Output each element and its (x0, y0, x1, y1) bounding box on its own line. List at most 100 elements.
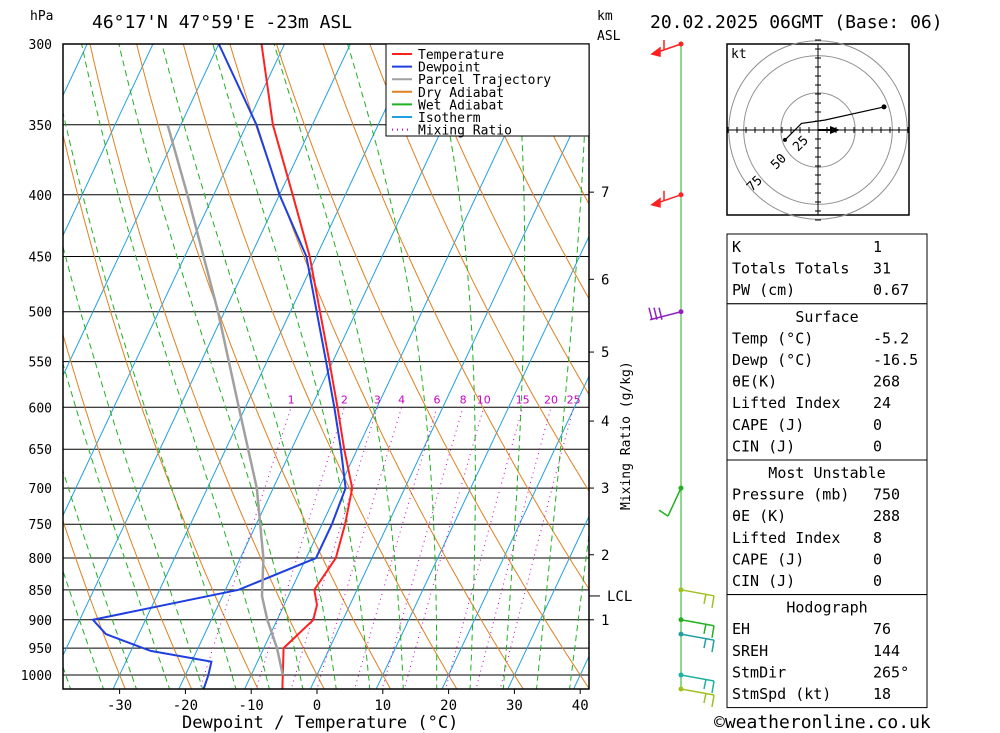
pressure-tick-label: 550 (29, 356, 52, 371)
legend-label: Mixing Ratio (418, 124, 512, 139)
copyright-text: ©weatheronline.co.uk (714, 712, 931, 733)
dry-adiabat-line (917, 26, 1000, 700)
axes: 3003504004505005506006507007508008509009… (21, 38, 589, 714)
hodograph-indices-label: EH (732, 620, 750, 638)
mixing-ratio-tick-label: 1 (288, 393, 295, 406)
surface-indices-value: -16.5 (873, 351, 918, 369)
wet-adiabat-line (81, 44, 270, 689)
pressure-tick-label: 900 (29, 614, 52, 629)
temp-tick-label: 10 (374, 698, 391, 714)
wind-barb-feather (703, 637, 707, 649)
most-unstable-indices-value: 288 (873, 507, 900, 525)
legend-label: Parcel Trajectory (418, 73, 551, 88)
wind-barb-feather (703, 678, 707, 690)
general-indices-label: Totals Totals (732, 260, 849, 278)
wind-barb (680, 688, 715, 708)
wind-barb-feather (711, 680, 715, 694)
hodograph-point (783, 137, 787, 142)
wind-barb-feather (648, 307, 653, 320)
wet-adiabat-line (63, 569, 105, 689)
most-unstable-indices-header: Most Unstable (768, 464, 885, 482)
mixing-ratio-axis-label: Mixing Ratio (g/kg) (619, 361, 634, 510)
mixing-ratio-line (199, 407, 292, 689)
wind-barb (658, 487, 682, 517)
isotherm-line (178, 44, 483, 689)
mixing-ratio-tick-label: 10 (477, 393, 491, 406)
dry-adiabat-line (275, 44, 589, 689)
general-indices-value: 1 (873, 238, 882, 256)
pressure-tick-label: 650 (29, 443, 52, 458)
dry-adiabat-line (182, 44, 458, 689)
dry-adiabat-line (63, 132, 259, 689)
mixing-ratio-tick-label: 15 (516, 393, 530, 406)
wind-barb (648, 307, 682, 321)
mixing-ratio-tick-label: 6 (434, 393, 441, 406)
general-indices-value: 31 (873, 260, 891, 278)
wet-adiabat-line (502, 44, 526, 689)
wind-barb-feather (658, 509, 669, 517)
wind-barb-feather (703, 692, 707, 704)
mixing-ratio-line (403, 407, 485, 689)
general-indices-value: 0.67 (873, 281, 909, 299)
mixing-ratio-line (445, 407, 524, 689)
most-unstable-indices-label: CAPE (J) (732, 550, 804, 568)
general-indices-label: K (732, 238, 741, 256)
wind-barb (650, 190, 682, 208)
dry-adiabat-line (63, 519, 126, 689)
mixing-ratio-line (255, 407, 345, 689)
hpa-unit-label: hPa (30, 9, 53, 24)
wet-adiabat-line (347, 44, 438, 689)
pressure-tick-label: 600 (29, 401, 52, 416)
mixing-ratio-line (475, 407, 552, 689)
date-title: 20.02.2025 06GMT (Base: 06) (650, 12, 943, 33)
mixing-ratio-tick-label: 4 (398, 393, 405, 406)
hodograph-indices-label: StmDir (732, 663, 786, 681)
legend-label: Temperature (418, 48, 504, 63)
x-axis-label: Dewpoint / Temperature (°C) (182, 713, 458, 733)
most-unstable-indices-box (726, 459, 928, 596)
mixing-ratio-line (354, 407, 438, 689)
general-indices-box (726, 233, 928, 305)
wet-adiabat-line (161, 44, 337, 689)
legend-label: Wet Adiabat (418, 98, 504, 113)
legend-label: Dry Adiabat (418, 86, 504, 101)
pressure-tick-label: 400 (29, 189, 52, 204)
isotherm-line (63, 44, 220, 377)
surface-indices-label: Dewp (°C) (732, 351, 813, 369)
pressure-tick-label: 450 (29, 251, 52, 266)
wind-barb-feather (703, 623, 707, 634)
wind-barb (680, 619, 715, 638)
hodograph-indices-label: SREH (732, 642, 768, 660)
dry-adiabat-line (322, 44, 589, 590)
wind-barb-feather (658, 307, 663, 320)
isotherm-line (63, 44, 154, 237)
surface-indices-label: CIN (J) (732, 437, 795, 455)
km-unit-label: km (597, 9, 613, 24)
hodograph-indices-header: Hodograph (786, 599, 867, 617)
mixing-ratio-line (290, 407, 378, 689)
temp-tick-label: 20 (440, 698, 457, 714)
hodograph-indices-label: StmSpd (kt) (732, 685, 831, 703)
indices-table: K 1 Totals Totals 31 PW (cm) 0.67 Surface Temp … (726, 233, 928, 709)
isotherm-line (507, 515, 589, 689)
pressure-tick-label: 800 (29, 552, 52, 567)
hodograph-trace (784, 106, 885, 141)
pressure-tick-label: 500 (29, 306, 52, 321)
pressure-tick-label: 700 (29, 482, 52, 497)
hodograph-indices-value: 144 (873, 642, 900, 660)
mixing-ratio-line (499, 407, 575, 689)
wind-barb-staff (680, 619, 715, 627)
surface-indices-value: -5.2 (873, 329, 909, 347)
wet-adiabat-line (212, 44, 371, 689)
surface-indices-label: θE(K) (732, 373, 777, 391)
isotherm-line (63, 44, 351, 657)
most-unstable-indices-label: CIN (J) (732, 572, 795, 590)
pressure-tick-label: 300 (29, 38, 52, 53)
wind-barbs (648, 40, 715, 708)
hodograph-indices-value: 76 (873, 620, 891, 638)
wind-barb-feather (653, 307, 658, 320)
wind-barb (680, 674, 715, 694)
